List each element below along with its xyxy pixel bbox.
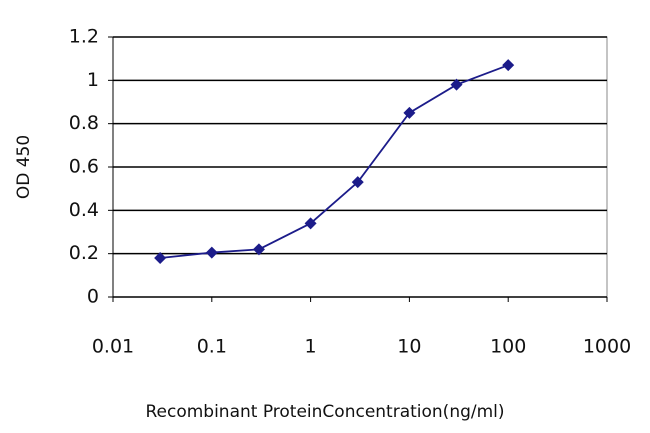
y-tick-label: 0.2 <box>69 242 99 264</box>
data-point <box>205 246 218 259</box>
y-tick-label: 1 <box>87 69 99 91</box>
y-tick-label: 0.4 <box>69 199 99 221</box>
x-tick-label: 100 <box>490 336 526 358</box>
data-point <box>403 106 416 119</box>
x-axis-label: Recombinant ProteinConcentration(ng/ml) <box>145 402 504 422</box>
data-point <box>252 243 265 256</box>
x-tick-label: 0.1 <box>197 336 227 358</box>
y-axis-label: OD 450 <box>14 135 34 199</box>
x-tick-label: 1 <box>305 336 317 358</box>
y-tick-label: 0.6 <box>69 156 99 178</box>
data-point <box>304 217 317 230</box>
data-point <box>450 78 463 91</box>
y-tick-label: 0 <box>87 286 99 308</box>
data-point <box>502 59 515 72</box>
data-line <box>160 64 509 259</box>
y-tick-label: 1.2 <box>69 26 99 48</box>
x-tick-label: 0.01 <box>92 336 134 358</box>
data-point <box>154 252 167 264</box>
data-point <box>351 176 364 189</box>
x-tick-label: 1000 <box>583 336 631 358</box>
x-tick-label: 10 <box>397 336 421 358</box>
y-tick-label: 0.8 <box>69 112 99 134</box>
